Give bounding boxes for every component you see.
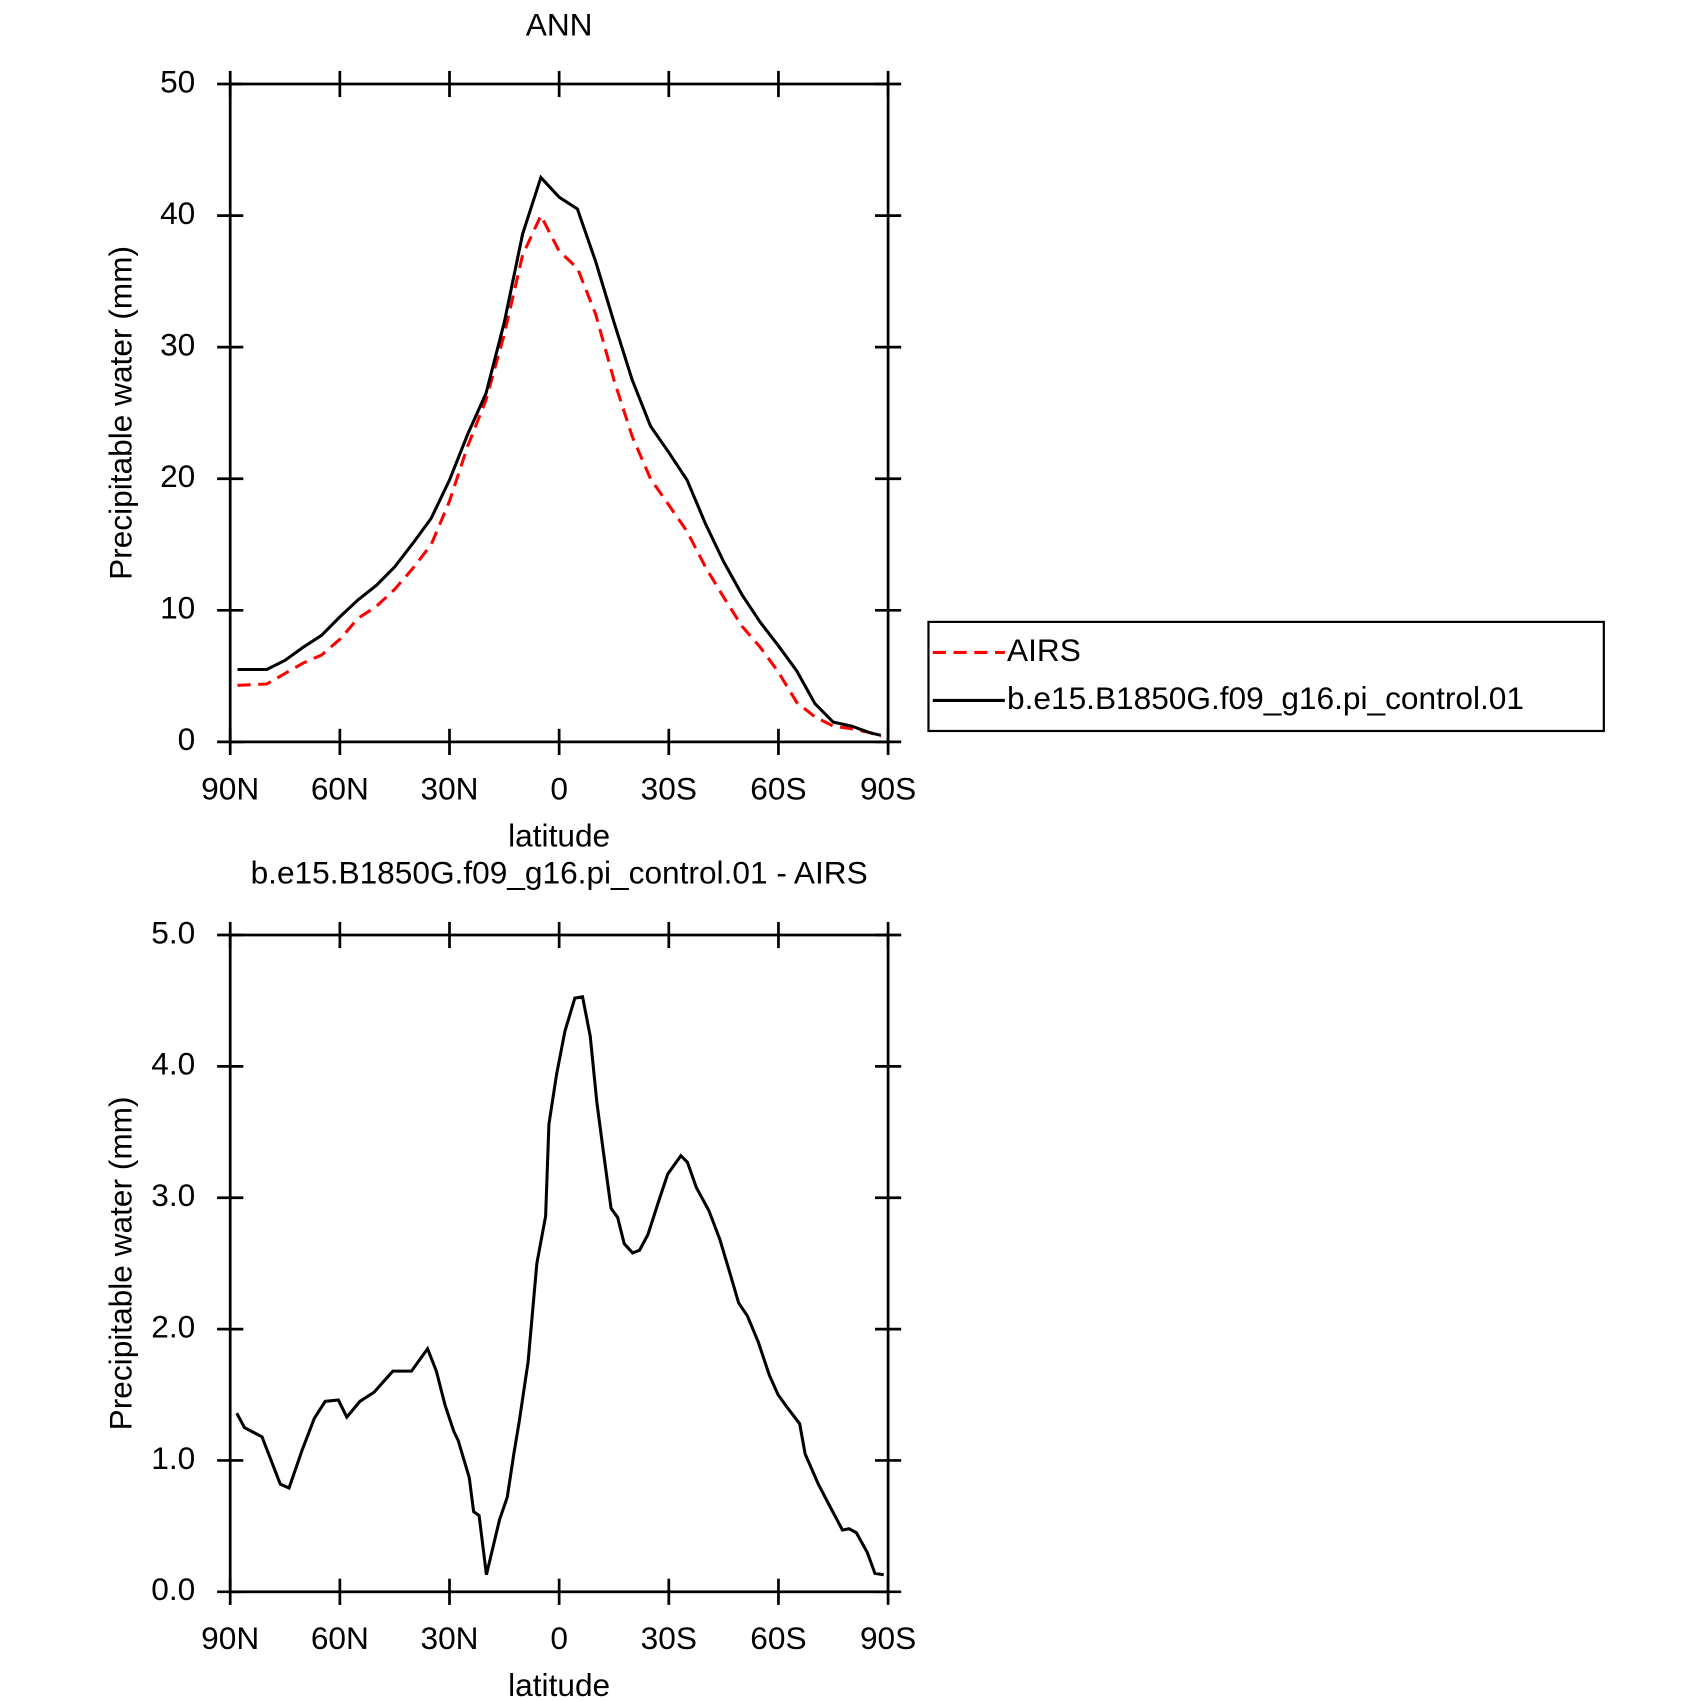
x-tick-label: 30N <box>420 1620 478 1656</box>
x-tick-label: 90N <box>201 770 259 806</box>
y-tick-label: 10 <box>160 590 195 626</box>
x-axis-label: latitude <box>508 1667 610 1702</box>
x-tick-label: 30S <box>641 1620 697 1656</box>
y-tick-label: 40 <box>160 195 195 231</box>
x-tick-label: 90S <box>860 770 916 806</box>
y-axis-label: Precipitable water (mm) <box>103 1096 139 1430</box>
y-tick-label: 3.0 <box>151 1177 195 1213</box>
y-tick-label: 0 <box>178 721 196 757</box>
x-tick-label: 60N <box>311 1620 369 1656</box>
legend-label: AIRS <box>1007 632 1081 668</box>
plot-frame <box>228 933 890 1594</box>
chart-title: b.e15.B1850G.f09_g16.pi_control.01 - AIR… <box>251 854 868 890</box>
y-tick-label: 50 <box>160 63 195 99</box>
y-tick-label: 30 <box>160 327 195 363</box>
data-line <box>237 212 882 739</box>
x-tick-label: 0 <box>550 770 568 806</box>
x-tick-label: 30S <box>641 770 697 806</box>
x-tick-label: 90S <box>860 1620 916 1656</box>
data-line <box>235 994 884 1577</box>
x-tick-label: 30N <box>420 770 478 806</box>
plot-frame <box>228 82 890 744</box>
legend-box <box>927 620 1605 733</box>
y-tick-label: 2.0 <box>151 1308 195 1344</box>
x-tick-label: 60N <box>311 770 369 806</box>
y-tick-label: 4.0 <box>151 1046 195 1082</box>
data-line <box>237 174 882 737</box>
y-tick-label: 0.0 <box>151 1571 195 1607</box>
x-tick-label: 60S <box>750 1620 806 1656</box>
x-axis-label: latitude <box>508 817 610 853</box>
y-tick-label: 1.0 <box>151 1440 195 1476</box>
x-tick-label: 0 <box>550 1620 568 1656</box>
x-tick-label: 60S <box>750 770 806 806</box>
chart-title: ANN <box>526 7 593 43</box>
y-axis-label: Precipitable water (mm) <box>103 246 139 580</box>
legend-label: b.e15.B1850G.f09_g16.pi_control.01 <box>1007 680 1524 716</box>
x-tick-label: 90N <box>201 1620 259 1656</box>
y-tick-label: 5.0 <box>151 914 195 950</box>
y-tick-label: 20 <box>160 458 195 494</box>
